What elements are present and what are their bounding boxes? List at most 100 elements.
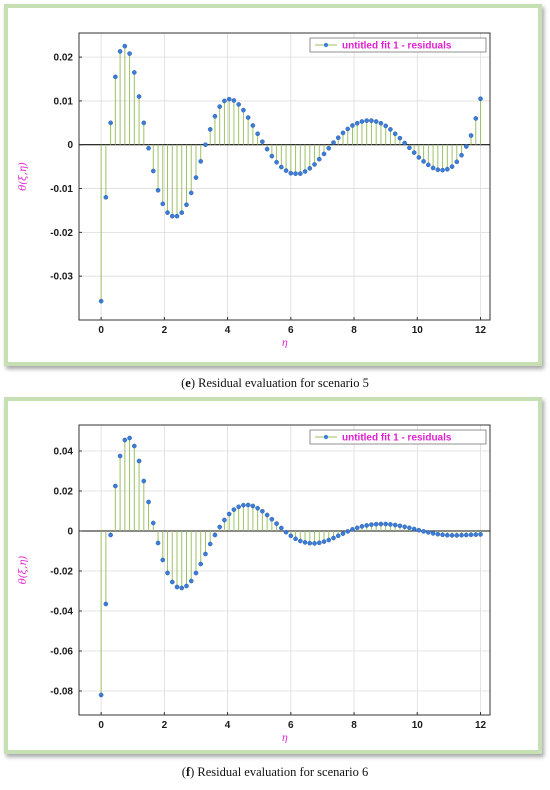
data-point-e-70 bbox=[430, 165, 436, 171]
data-point-e-40 bbox=[288, 170, 294, 176]
data-point-f-47 bbox=[321, 539, 327, 544]
data-point-e-2 bbox=[108, 120, 113, 126]
data-point-e-6 bbox=[127, 51, 132, 56]
data-point-e-7 bbox=[132, 70, 137, 75]
data-point-f-4 bbox=[117, 453, 123, 459]
data-point-e-20 bbox=[193, 175, 199, 180]
data-point-e-33 bbox=[255, 131, 260, 137]
data-point-e-23 bbox=[207, 127, 213, 132]
x-tick-label-e-1: 2 bbox=[162, 325, 168, 336]
grid-e bbox=[79, 33, 490, 320]
data-point-f-31 bbox=[245, 502, 251, 508]
data-point-f-18 bbox=[184, 583, 189, 589]
residual-chart-f: 0 2 4 6 8 10 12 -0.08 -0.06 -0.04 -0.02 0 0.02 0.04 η θ… bbox=[18, 424, 491, 744]
data-point-e-52 bbox=[345, 126, 351, 132]
data-point-e-69 bbox=[426, 162, 431, 168]
data-point-e-22 bbox=[203, 142, 208, 148]
data-point-f-65 bbox=[407, 525, 412, 531]
data-point-f-15 bbox=[169, 579, 175, 585]
data-point-f-42 bbox=[298, 538, 303, 544]
data-point-f-32 bbox=[250, 503, 256, 509]
data-point-f-37 bbox=[274, 521, 279, 526]
data-point-f-59 bbox=[378, 521, 384, 527]
y-tick-label-f-5: 0.02 bbox=[54, 487, 74, 498]
data-point-f-17 bbox=[179, 585, 185, 591]
data-point-f-12 bbox=[155, 540, 161, 546]
data-point-e-35 bbox=[264, 146, 270, 152]
data-point-f-46 bbox=[316, 540, 322, 546]
data-point-f-77 bbox=[463, 532, 469, 538]
data-point-f-27 bbox=[226, 511, 232, 517]
data-point-e-71 bbox=[435, 167, 441, 173]
x-tick-label-e-6: 12 bbox=[475, 325, 487, 336]
data-point-f-14 bbox=[165, 570, 170, 576]
x-tick-label-e-5: 10 bbox=[412, 325, 424, 336]
data-point-e-11 bbox=[150, 168, 156, 174]
x-axis-label-e: η bbox=[282, 338, 288, 349]
data-point-f-10 bbox=[146, 499, 151, 505]
data-point-e-27 bbox=[226, 96, 232, 102]
legend-label-e: untitled fit 1 - residuals bbox=[342, 41, 452, 52]
data-point-f-49 bbox=[331, 535, 336, 541]
data-point-e-53 bbox=[350, 123, 355, 128]
data-point-f-75 bbox=[454, 533, 460, 538]
y-tick-label-e-5: 0.02 bbox=[54, 53, 74, 64]
data-point-e-32 bbox=[250, 123, 256, 128]
data-point-f-79 bbox=[473, 532, 479, 537]
data-point-f-63 bbox=[397, 523, 403, 529]
data-point-e-16 bbox=[174, 213, 180, 219]
data-point-f-30 bbox=[241, 502, 246, 508]
legend-marker-f bbox=[323, 434, 329, 440]
data-point-e-79 bbox=[473, 116, 479, 121]
data-point-e-1 bbox=[103, 195, 109, 200]
data-point-f-5 bbox=[122, 437, 128, 443]
data-point-e-8 bbox=[136, 94, 142, 99]
data-point-e-54 bbox=[354, 120, 360, 126]
legend-e: untitled fit 1 - residuals bbox=[309, 37, 487, 53]
data-point-e-0 bbox=[98, 298, 104, 304]
data-point-e-50 bbox=[335, 135, 341, 141]
data-point-f-19 bbox=[188, 578, 194, 584]
data-point-f-29 bbox=[236, 504, 241, 510]
legend-box-f bbox=[309, 429, 487, 445]
data-point-e-34 bbox=[260, 139, 265, 144]
data-point-e-58 bbox=[373, 119, 379, 124]
x-tick-label-f-2: 4 bbox=[225, 720, 231, 731]
legend-marker-e bbox=[323, 42, 329, 48]
data-point-e-55 bbox=[359, 119, 365, 124]
data-point-f-22 bbox=[203, 551, 208, 557]
legend-label-f: untitled fit 1 - residuals bbox=[342, 433, 452, 444]
caption-f-label: f bbox=[185, 765, 191, 779]
data-point-e-41 bbox=[293, 171, 298, 176]
data-point-e-80 bbox=[478, 96, 483, 102]
data-point-f-2 bbox=[108, 532, 113, 538]
data-point-f-50 bbox=[335, 533, 341, 539]
data-point-e-21 bbox=[198, 159, 204, 164]
data-point-f-72 bbox=[440, 532, 445, 538]
data-point-e-60 bbox=[383, 123, 388, 129]
plot-border-e bbox=[78, 32, 491, 321]
data-point-f-11 bbox=[150, 520, 156, 526]
data-point-e-73 bbox=[445, 166, 450, 172]
data-point-f-56 bbox=[364, 523, 370, 528]
chart-frame-e bbox=[4, 4, 542, 366]
data-point-f-33 bbox=[255, 505, 260, 511]
x-tick-label-f-1: 2 bbox=[162, 720, 168, 731]
data-point-f-58 bbox=[373, 521, 379, 527]
x-tick-label-f-0: 0 bbox=[98, 720, 104, 731]
data-point-e-12 bbox=[155, 188, 161, 193]
data-point-e-18 bbox=[184, 202, 189, 208]
y-axis-label-e: θ(ξ,η) bbox=[18, 162, 29, 191]
data-point-e-76 bbox=[459, 152, 464, 158]
data-point-f-24 bbox=[212, 532, 218, 538]
data-point-e-39 bbox=[283, 168, 289, 173]
data-point-f-71 bbox=[435, 531, 441, 537]
data-point-e-3 bbox=[113, 74, 118, 80]
caption-f-text: Residual evaluation for scenario 6 bbox=[197, 765, 369, 779]
data-point-f-28 bbox=[231, 507, 237, 512]
y-tick-label-e-1: -0.02 bbox=[50, 228, 73, 239]
data-point-e-62 bbox=[392, 131, 398, 137]
data-point-e-9 bbox=[141, 120, 147, 126]
data-point-e-61 bbox=[388, 127, 393, 132]
data-point-e-65 bbox=[407, 145, 412, 151]
